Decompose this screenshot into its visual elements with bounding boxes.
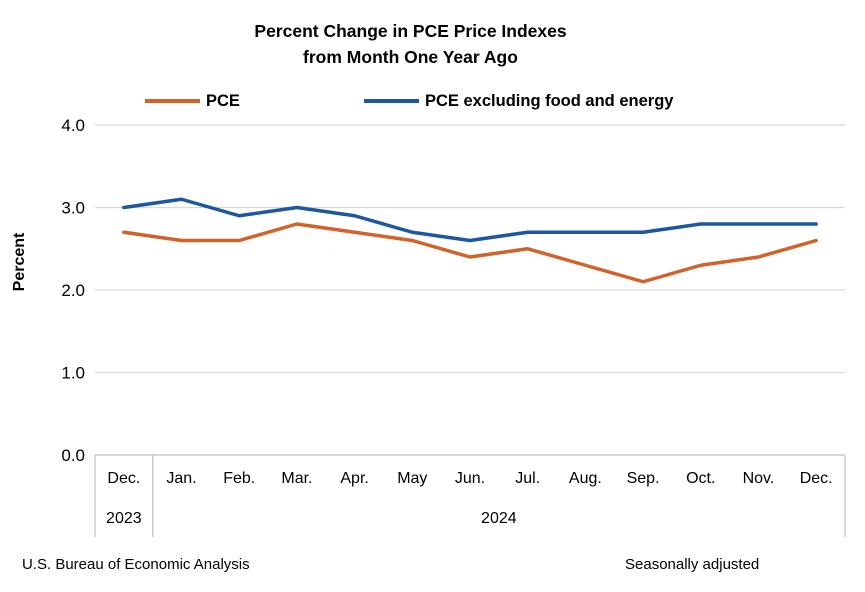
x-axis-month-label: Sep. xyxy=(627,470,660,487)
legend-label-core-pce: PCE excluding food and energy xyxy=(425,91,674,110)
seasonal-adjustment-note: Seasonally adjusted xyxy=(625,556,760,573)
x-axis-month-label: May xyxy=(397,470,427,487)
legend-swatch-core-pce xyxy=(364,99,419,103)
legend-label-pce: PCE xyxy=(206,91,240,110)
y-axis-tick-label: 2.0 xyxy=(61,281,85,300)
x-axis-month-label: Oct. xyxy=(686,470,715,487)
series-line-pce-excluding-food-and-energy xyxy=(122,197,818,243)
legend-swatch-pce xyxy=(145,99,200,103)
x-axis-month-label: Jan. xyxy=(166,470,196,487)
legend-item-core-pce: PCE excluding food and energy xyxy=(364,90,673,112)
chart-title-line1: Percent Change in PCE Price Indexes xyxy=(254,21,567,41)
series-line-pce xyxy=(122,222,818,284)
y-axis-tick-label: 3.0 xyxy=(61,199,85,218)
x-axis-month-label: Jul. xyxy=(515,470,540,487)
x-axis-month-label: Dec. xyxy=(800,470,833,487)
legend-item-pce: PCE xyxy=(145,90,240,112)
chart-legend: PCE PCE excluding food and energy xyxy=(0,90,865,112)
x-axis-month-label: Jun. xyxy=(455,470,485,487)
x-axis-year-label: 2024 xyxy=(481,510,517,527)
x-axis-month-label: Aug. xyxy=(569,470,602,487)
y-axis-title: Percent xyxy=(11,232,28,291)
source-attribution: U.S. Bureau of Economic Analysis xyxy=(22,556,250,573)
x-axis-month-label: Apr. xyxy=(340,470,368,487)
chart-title: Percent Change in PCE Price Indexes from… xyxy=(0,18,843,71)
y-axis-tick-label: 1.0 xyxy=(61,364,85,383)
x-axis-month-label: Mar. xyxy=(281,470,312,487)
chart-title-line2: from Month One Year Ago xyxy=(303,47,518,68)
y-axis-tick-label: 4.0 xyxy=(61,116,85,135)
x-axis-year-label: 2023 xyxy=(106,510,142,527)
x-axis-month-label: Nov. xyxy=(743,470,775,487)
y-axis-tick-label: 0.0 xyxy=(61,446,85,465)
x-axis-month-label: Dec. xyxy=(107,470,140,487)
x-axis-month-label: Feb. xyxy=(223,470,255,487)
